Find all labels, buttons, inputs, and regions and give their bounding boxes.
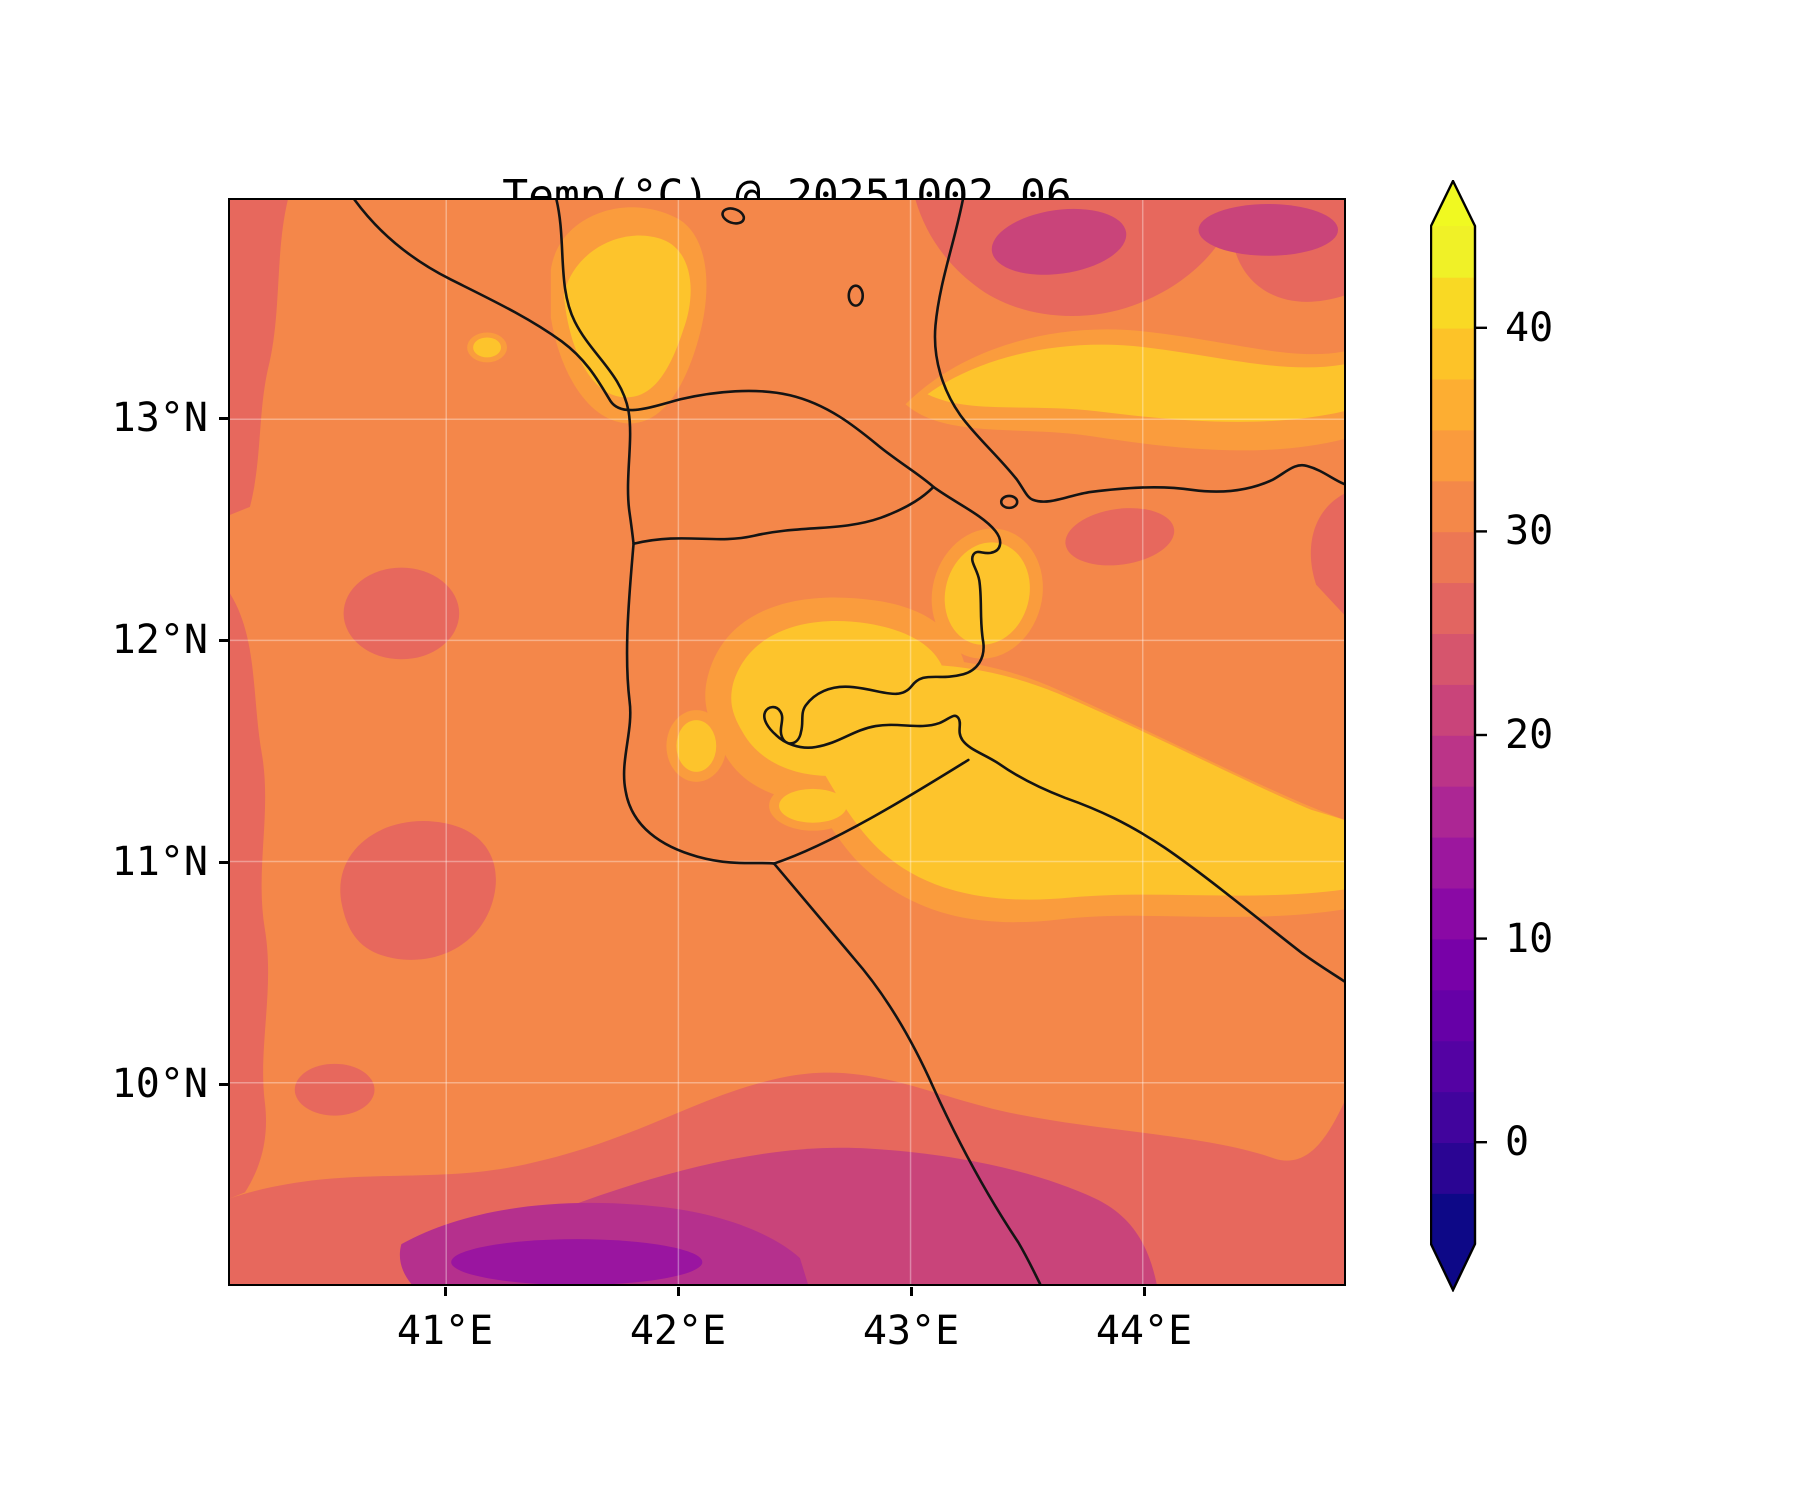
colorbar-band — [1431, 1193, 1475, 1245]
red-sea-gulf-coastline — [353, 200, 1344, 983]
map-svg — [230, 200, 1344, 1284]
colorbar-band — [1431, 429, 1475, 482]
colorbar-band — [1431, 1040, 1475, 1093]
country-borders — [353, 200, 1344, 1284]
colorbar-band — [1431, 582, 1475, 634]
y-tick-label-13n: 13°N — [111, 395, 208, 441]
colorbar-tick-marks — [1475, 326, 1487, 1144]
djibouti-somalia-border — [772, 758, 970, 865]
x-tick-label-42e: 42°E — [629, 1308, 727, 1354]
y-tick-label-11n: 11°N — [111, 839, 208, 885]
colorbar — [1430, 180, 1492, 1292]
colorbar-band — [1431, 480, 1475, 533]
island-outline — [847, 284, 865, 307]
island-outline — [999, 494, 1019, 510]
djibouti-ethiopia-border — [622, 542, 776, 865]
band-10-15c — [451, 1239, 703, 1284]
yemen-coastline — [933, 200, 1344, 503]
x-tick-mark — [444, 1287, 447, 1296]
colorbar-band — [1431, 785, 1475, 838]
colorbar-under-arrow — [1431, 1244, 1475, 1290]
y-tick-mark — [219, 861, 228, 864]
colorbar-tick-label-40: 40 — [1505, 305, 1554, 351]
colorbar-band — [1431, 836, 1475, 889]
colorbar-tick-label-10: 10 — [1505, 916, 1554, 962]
ethiopia-somalia-border — [772, 862, 1042, 1284]
band-35-40c — [473, 235, 1344, 900]
colorbar-tick-label-20: 20 — [1505, 712, 1554, 758]
eritrea-ethiopia-border — [555, 200, 635, 546]
colorbar-tick-label-0: 0 — [1505, 1119, 1530, 1165]
colorbar-band — [1431, 378, 1475, 431]
y-tick-mark — [219, 639, 228, 642]
colorbar-band — [1431, 226, 1475, 278]
map-plot — [228, 198, 1346, 1286]
x-tick-mark — [677, 1287, 680, 1296]
y-tick-mark — [219, 1083, 228, 1086]
graticule — [230, 200, 1344, 1284]
colorbar-bands — [1431, 226, 1475, 1245]
x-tick-label-44e: 44°E — [1095, 1308, 1193, 1354]
colorbar-band — [1431, 735, 1475, 787]
colorbar-band — [1431, 276, 1475, 329]
island-outline — [721, 207, 746, 225]
colorbar-band — [1431, 531, 1475, 584]
x-tick-label-41e: 41°E — [396, 1308, 494, 1354]
colorbar-outline — [1430, 180, 1477, 1292]
colorbar-band — [1431, 1091, 1475, 1143]
temperature-field — [230, 200, 1344, 1284]
colorbar-band — [1431, 327, 1475, 380]
y-tick-label-12n: 12°N — [111, 617, 208, 663]
colorbar-over-arrow — [1431, 181, 1475, 226]
eritrea-djibouti-border — [632, 485, 935, 546]
colorbar-band — [1431, 989, 1475, 1042]
colorbar-band — [1431, 684, 1475, 736]
x-tick-mark — [910, 1287, 913, 1296]
x-tick-mark — [1143, 1287, 1146, 1296]
y-tick-mark — [219, 417, 228, 420]
colorbar-band — [1431, 633, 1475, 685]
x-tick-label-43e: 43°E — [862, 1308, 960, 1354]
colorbar-band — [1431, 1142, 1475, 1194]
colorbar-band — [1431, 887, 1475, 940]
colorbar-tick-label-30: 30 — [1505, 508, 1554, 554]
colorbar-svg — [1430, 180, 1487, 1292]
y-tick-label-10n: 10°N — [111, 1061, 208, 1107]
colorbar-band — [1431, 938, 1475, 991]
